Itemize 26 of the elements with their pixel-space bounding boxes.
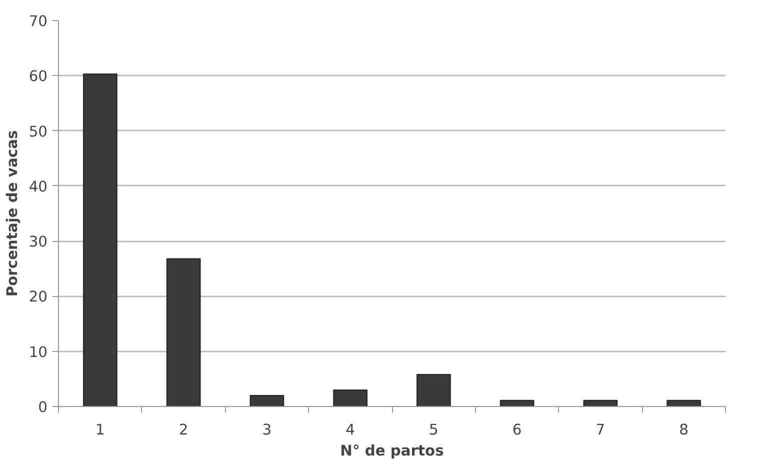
bar (416, 374, 451, 406)
y-tick-label: 40 (28, 178, 48, 196)
y-axis-title: Porcentaje de vacas (4, 130, 21, 297)
bar (83, 73, 118, 406)
y-tick-label: 30 (28, 234, 48, 251)
bar (583, 400, 618, 406)
x-tick-label: 7 (596, 422, 606, 438)
x-tick-label: 4 (346, 422, 355, 438)
x-tick-label: 2 (178, 422, 188, 438)
bar (250, 394, 284, 406)
y-tick-label: 20 (28, 288, 48, 306)
x-tick-label: 3 (262, 422, 272, 438)
bar (500, 400, 534, 406)
y-tick-label: 70 (28, 13, 48, 30)
x-tick-label: 5 (429, 422, 438, 438)
y-tick-label: 60 (28, 68, 48, 86)
x-tick-label: 8 (679, 422, 688, 438)
x-tick-label: 1 (96, 422, 105, 438)
x-tick-label: 6 (512, 422, 522, 438)
y-tick-label: 10 (28, 344, 48, 361)
bar (166, 258, 201, 406)
y-tick-label: 50 (28, 123, 48, 140)
x-axis-title: N° de partos (340, 442, 444, 460)
bar (333, 389, 368, 406)
bar (666, 400, 701, 406)
y-tick-label: 0 (38, 399, 48, 416)
